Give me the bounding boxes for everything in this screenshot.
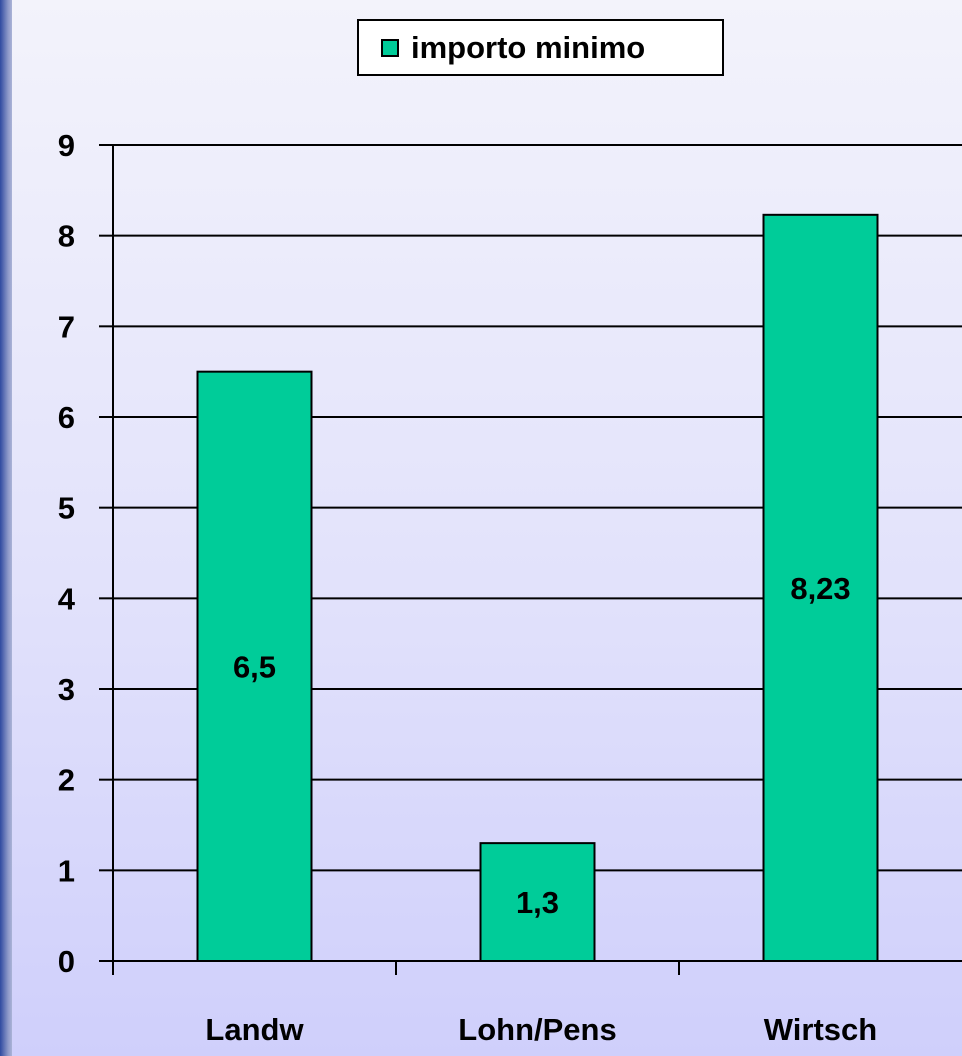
y-tick-label: 9: [58, 128, 75, 163]
legend: importo minimo: [357, 19, 724, 76]
y-tick-label: 3: [58, 672, 75, 707]
y-tick-label: 7: [58, 309, 75, 344]
bar: [196, 370, 313, 962]
y-tick-label: 0: [58, 944, 75, 979]
bar: [762, 213, 879, 962]
x-category-label: Landw: [205, 1012, 304, 1047]
bar-data-label: 8,23: [790, 571, 850, 606]
y-tick-label: 6: [58, 400, 75, 435]
y-tick-label: 4: [58, 581, 76, 616]
bar: [479, 842, 596, 963]
y-tick-label: 5: [58, 491, 75, 526]
x-category-label: Wirtsch: [764, 1012, 877, 1047]
bar-data-label: 6,5: [233, 649, 276, 684]
y-tick-label: 2: [58, 763, 75, 798]
x-category-label: Lohn/Pens: [458, 1012, 616, 1047]
y-tick-label: 8: [58, 219, 75, 254]
legend-swatch: [381, 38, 399, 57]
legend-label: importo minimo: [411, 29, 646, 65]
y-tick-label: 1: [58, 853, 75, 888]
bar-data-label: 1,3: [516, 885, 559, 920]
